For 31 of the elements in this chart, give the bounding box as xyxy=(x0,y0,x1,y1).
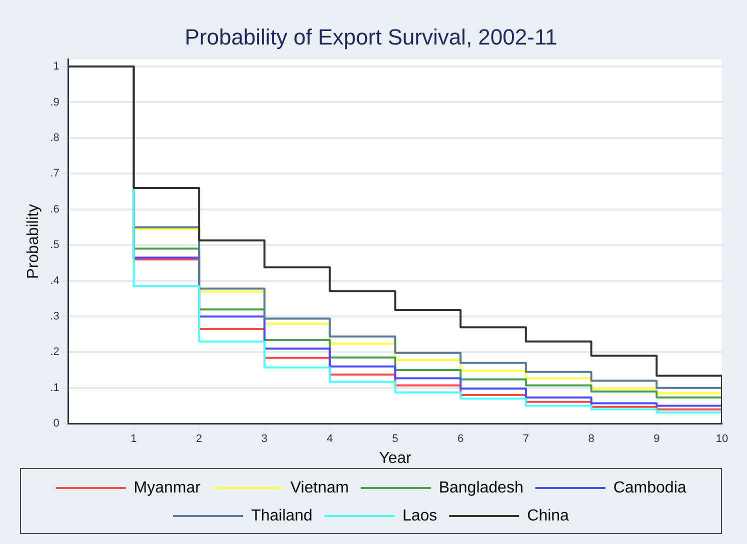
y-tick-label: .3 xyxy=(50,310,60,323)
x-tick-label: 4 xyxy=(326,433,333,446)
x-tick-label: 3 xyxy=(261,433,268,446)
x-tick-label: 10 xyxy=(716,433,728,446)
y-tick-label: .8 xyxy=(50,132,60,144)
y-tick-label: .9 xyxy=(50,96,60,108)
legend-label: Cambodia xyxy=(613,479,686,496)
legend-label: Thailand xyxy=(251,507,312,524)
x-tick-label: 5 xyxy=(392,433,398,446)
y-tick-label: .1 xyxy=(50,382,60,394)
y-tick-label: .2 xyxy=(50,346,60,358)
y-tick-label: .7 xyxy=(50,168,60,180)
x-tick-label: 8 xyxy=(588,433,594,446)
chart-title: Probability of Export Survival, 2002-11 xyxy=(184,24,558,50)
x-axis-title: Year xyxy=(379,450,412,467)
x-tick-label: 7 xyxy=(522,433,529,446)
legend-label: Laos xyxy=(402,507,438,524)
y-tick-label: 0 xyxy=(53,418,60,430)
legend-label: Bangladesh xyxy=(438,479,524,496)
y-tick-label: .4 xyxy=(50,274,60,287)
y-tick-label: 1 xyxy=(53,60,60,73)
x-tick-label: 1 xyxy=(130,433,137,446)
legend-label: Vietnam xyxy=(290,479,349,496)
y-tick-label: .6 xyxy=(50,203,60,216)
y-axis-title: Probability xyxy=(25,204,42,279)
legend-label: Myanmar xyxy=(134,479,202,496)
y-tick-label: .5 xyxy=(50,239,60,252)
x-tick-label: 9 xyxy=(654,433,660,446)
legend-label: China xyxy=(527,507,570,524)
x-tick-label: 2 xyxy=(196,433,202,446)
x-tick-label: 6 xyxy=(457,433,464,446)
